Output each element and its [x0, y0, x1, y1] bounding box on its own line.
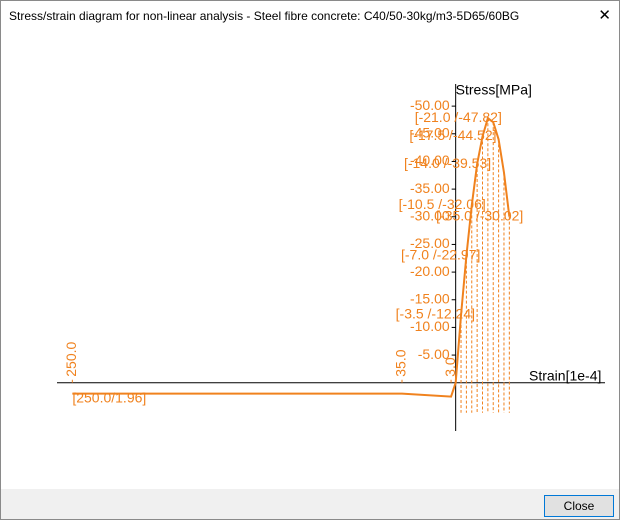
point-label: [-7.0 /-22.97]: [401, 246, 480, 262]
x-tick-label: 250.0: [63, 341, 79, 376]
y-tick-label: -5.00: [418, 346, 450, 362]
window-title: Stress/strain diagram for non-linear ana…: [9, 9, 520, 23]
point-label: [250.0/1.96]: [72, 389, 146, 405]
y-tick-label: -10.00: [410, 318, 450, 334]
close-button[interactable]: Close: [544, 495, 614, 517]
y-tick-label: -20.00: [410, 263, 450, 279]
y-tick-label: -30.00: [410, 207, 450, 223]
y-tick-label: -15.00: [410, 290, 450, 306]
close-icon[interactable]: ✕: [598, 7, 611, 24]
y-tick-label: -35.00: [410, 180, 450, 196]
point-label: [-35.0 /-30.02]: [436, 207, 523, 223]
point-label: [-21.0 /-47.82]: [415, 109, 502, 125]
point-label: [-3.5 /-12.24]: [396, 306, 475, 322]
point-label: [-14.0 /-39.53]: [404, 155, 491, 171]
x-axis-label: Strain[1e-4]: [529, 367, 601, 383]
y-tick-label: -50.00: [410, 97, 450, 113]
title-bar: Stress/strain diagram for non-linear ana…: [1, 1, 619, 31]
y-axis-label: Stress[MPa]: [456, 82, 532, 98]
y-tick-label: -25.00: [410, 235, 450, 251]
x-tick-label: 3.0: [442, 357, 458, 377]
x-tick-label: 35.0: [393, 349, 409, 376]
point-label: [-17.5 /-44.52]: [409, 127, 496, 143]
y-tick-label: -45.00: [410, 124, 450, 140]
y-tick-label: -40.00: [410, 152, 450, 168]
point-label: [-10.5 /-32.06]: [399, 196, 486, 212]
chart: Strain[1e-4] Stress[MPa] -5.00 -10.00 -15.00…: [1, 31, 619, 489]
stress-strain-line: [72, 116, 511, 398]
